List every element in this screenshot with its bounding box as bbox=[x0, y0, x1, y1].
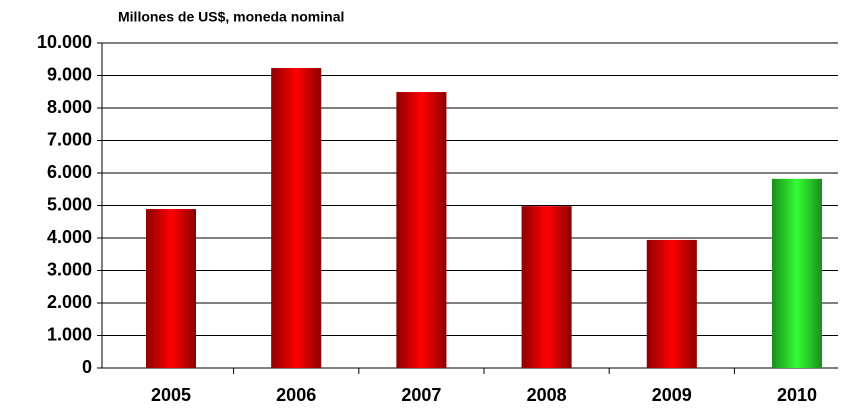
bar bbox=[521, 206, 572, 368]
x-tick-label: 2006 bbox=[276, 385, 316, 405]
bar bbox=[772, 178, 822, 368]
bar bbox=[271, 68, 322, 369]
x-tick-label: 2010 bbox=[777, 385, 817, 405]
y-tick-label: 7.000 bbox=[47, 129, 92, 149]
y-tick-label: 3.000 bbox=[47, 259, 92, 279]
x-tick-label: 2009 bbox=[652, 385, 692, 405]
bar bbox=[646, 239, 697, 368]
chart-title: Millones de US$, moneda nominal bbox=[118, 9, 344, 25]
y-tick-label: 0 bbox=[82, 357, 92, 377]
bar bbox=[396, 92, 447, 368]
x-tick-label: 2007 bbox=[401, 385, 441, 405]
x-tick-label: 2008 bbox=[527, 385, 567, 405]
y-tick-label: 1.000 bbox=[47, 324, 92, 344]
x-tick-label: 2005 bbox=[151, 385, 191, 405]
bar bbox=[146, 209, 196, 368]
y-tick-label: 4.000 bbox=[47, 227, 92, 247]
y-tick-label: 5.000 bbox=[47, 194, 92, 214]
y-tick-label: 2.000 bbox=[47, 292, 92, 312]
y-tick-label: 8.000 bbox=[47, 97, 92, 117]
y-tick-label: 6.000 bbox=[47, 162, 92, 182]
y-tick-label: 10.000 bbox=[37, 32, 92, 52]
y-tick-label: 9.000 bbox=[47, 64, 92, 84]
